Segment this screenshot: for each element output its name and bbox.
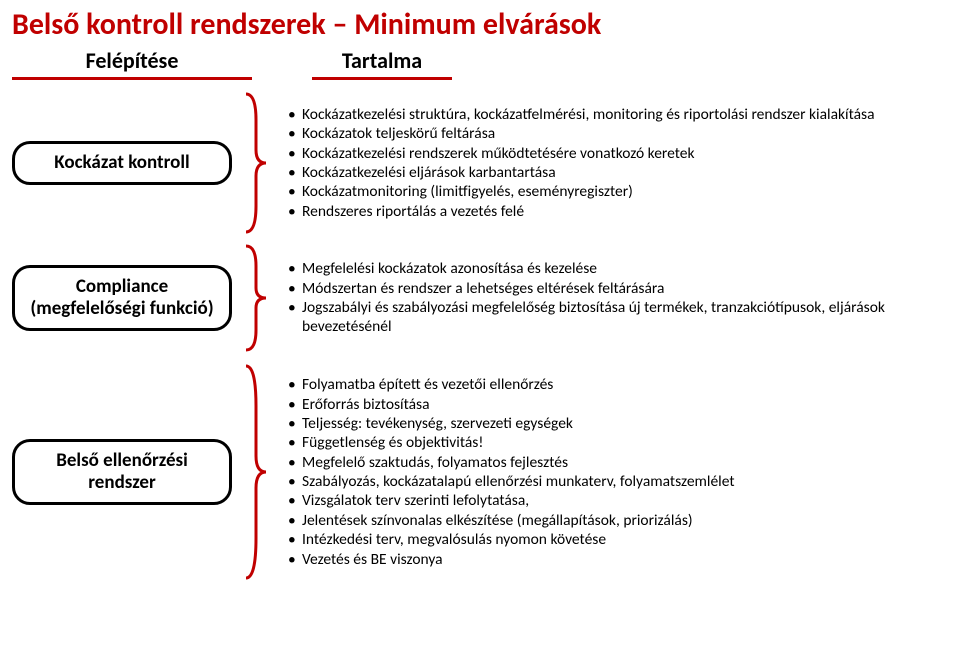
list-item: Vezetés és BE viszonya — [288, 550, 948, 569]
list-item: Erőforrás biztosítása — [288, 395, 948, 414]
box-internal-audit: Belső ellenőrzési rendszer — [12, 439, 232, 505]
list-item: Folyamatba épített és vezetői ellenőrzés — [288, 375, 948, 394]
box-risk-control: Kockázat kontroll — [12, 141, 232, 185]
list-item: Megfelelési kockázatok azonosítása és ke… — [288, 259, 948, 278]
list-item: Kockázatok teljeskörű feltárása — [288, 124, 948, 143]
box-compliance: Compliance (megfelelőségi funkció) — [12, 265, 232, 331]
bullet-list: Folyamatba épített és vezetői ellenőrzés… — [288, 375, 948, 569]
header-left-underline — [12, 77, 252, 80]
list-item: Kockázatkezelési struktúra, kockázatfelm… — [288, 105, 948, 124]
brace-icon — [236, 90, 280, 236]
header-left-label: Felépítése — [86, 47, 179, 74]
content-internal-audit: Folyamatba épített és vezetői ellenőrzés… — [280, 375, 948, 569]
list-item: Teljesség: tevékenység, szervezeti egysé… — [288, 414, 948, 433]
content-risk: Kockázatkezelési struktúra, kockázatfelm… — [280, 105, 948, 221]
header-right-underline — [312, 77, 452, 80]
list-item: Kockázatkezelési rendszerek működtetésér… — [288, 144, 948, 163]
content-compliance: Megfelelési kockázatok azonosítása és ke… — [280, 259, 948, 337]
page-title: Belső kontroll rendszerek – Minimum elvá… — [0, 0, 960, 47]
list-item: Jogszabályi és szabályozási megfelelőség… — [288, 298, 948, 337]
list-item: Jelentések színvonalas elkészítése (megá… — [288, 511, 948, 530]
header-right: Tartalma — [312, 47, 452, 76]
section-row-compliance: Compliance (megfelelőségi funkció) Megfe… — [0, 242, 960, 354]
list-item: Szabályozás, kockázatalapú ellenőrzési m… — [288, 472, 948, 491]
brace-icon — [236, 360, 280, 584]
list-item: Kockázatkezelési eljárások karbantartása — [288, 163, 948, 182]
list-item: Megfelelő szaktudás, folyamatos fejleszt… — [288, 453, 948, 472]
bullet-list: Kockázatkezelési struktúra, kockázatfelm… — [288, 105, 948, 221]
section-row-risk: Kockázat kontroll Kockázatkezelési struk… — [0, 90, 960, 236]
list-item: Függetlenség és objektivitás! — [288, 433, 948, 452]
list-item: Módszertan és rendszer a lehetséges elté… — [288, 279, 948, 298]
column-headers: Felépítése Tartalma — [0, 47, 960, 76]
brace-icon — [236, 242, 280, 354]
list-item: Rendszeres riportálás a vezetés felé — [288, 202, 948, 221]
list-item: Intézkedési terv, megvalósulás nyomon kö… — [288, 530, 948, 549]
header-left: Felépítése — [12, 47, 252, 76]
list-item: Vizsgálatok terv szerinti lefolytatása, — [288, 491, 948, 510]
section-row-internal-audit: Belső ellenőrzési rendszer Folyamatba ép… — [0, 360, 960, 584]
list-item: Kockázatmonitoring (limitfigyelés, esemé… — [288, 182, 948, 201]
header-right-label: Tartalma — [342, 47, 422, 74]
bullet-list: Megfelelési kockázatok azonosítása és ke… — [288, 259, 948, 337]
